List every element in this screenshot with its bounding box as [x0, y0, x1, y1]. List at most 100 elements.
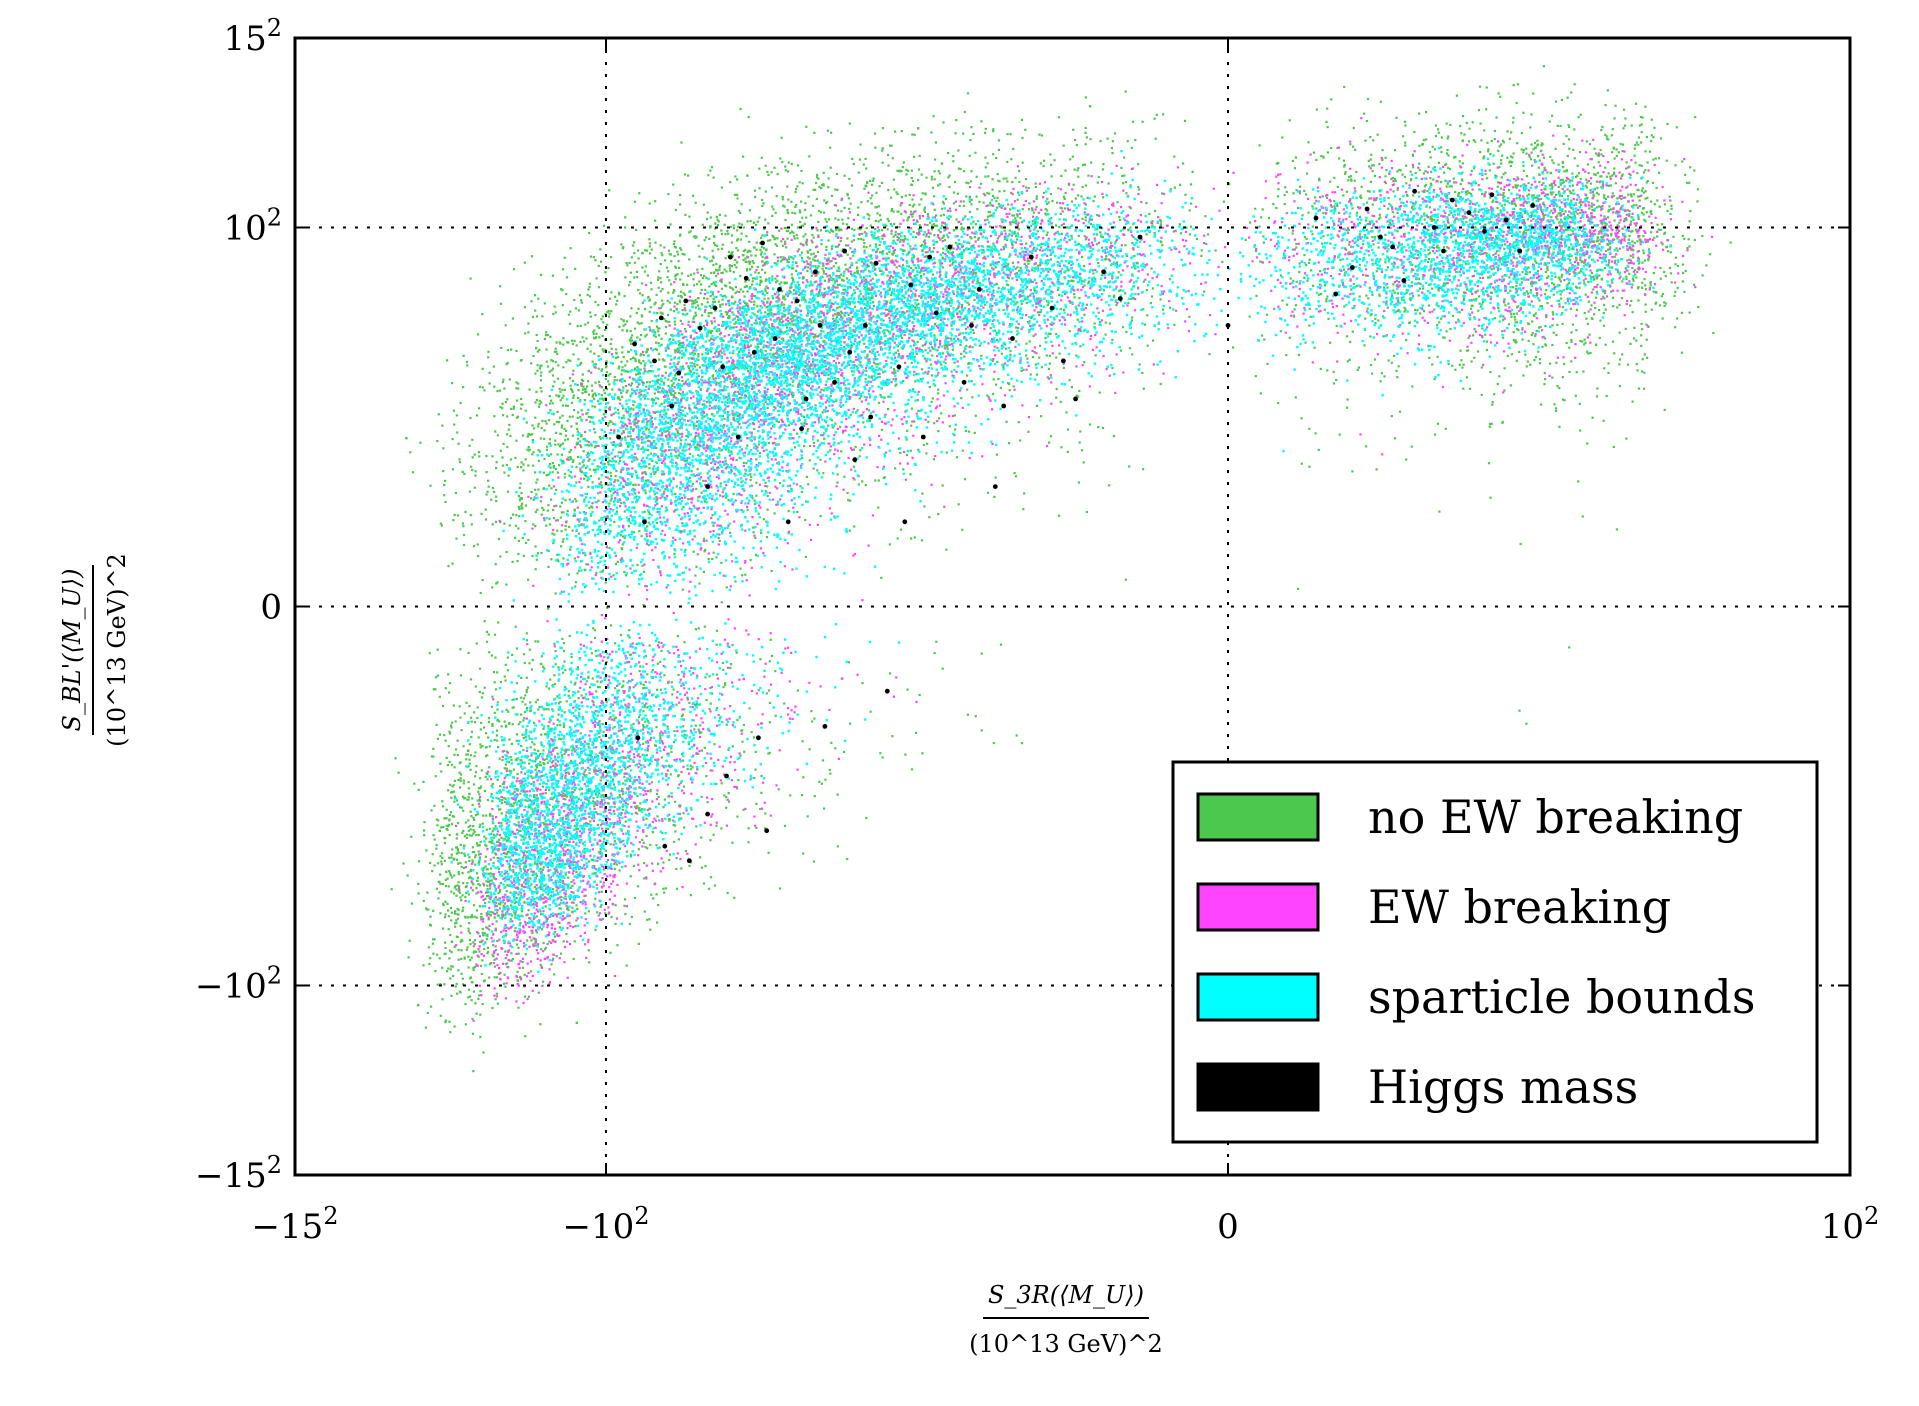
- data-point: [620, 391, 623, 394]
- data-point: [631, 244, 635, 247]
- data-point: [496, 729, 499, 732]
- data-point: [1050, 175, 1053, 178]
- data-point: [894, 371, 897, 374]
- data-point: [861, 413, 864, 417]
- data-point: [1686, 181, 1689, 184]
- data-point: [993, 495, 996, 498]
- data-point: [1025, 354, 1028, 357]
- data-point: [470, 815, 473, 818]
- data-point: [1420, 215, 1423, 218]
- data-point: [991, 194, 995, 197]
- data-point: [1568, 190, 1572, 193]
- data-point: [1015, 219, 1018, 222]
- data-point: [933, 652, 936, 655]
- data-point: [514, 916, 517, 919]
- data-point: [1557, 185, 1560, 189]
- data-point: [849, 247, 852, 250]
- data-point: [956, 291, 959, 294]
- data-point: [475, 950, 478, 953]
- data-point: [694, 724, 697, 727]
- data-point: [1384, 182, 1387, 185]
- data-point: [866, 287, 869, 290]
- data-point: [527, 322, 530, 325]
- data-point: [564, 793, 567, 796]
- data-point: [1512, 312, 1516, 316]
- data-point: [593, 629, 596, 632]
- data-point: [446, 359, 449, 362]
- data-point: [618, 365, 621, 368]
- data-point: [680, 530, 683, 533]
- data-point: [776, 305, 779, 308]
- data-point: [812, 236, 815, 239]
- data-point: [970, 380, 973, 383]
- data-point: [1026, 286, 1029, 289]
- data-point: [435, 847, 438, 850]
- data-point: [504, 324, 507, 327]
- data-point: [816, 259, 819, 262]
- data-point: [1259, 260, 1262, 263]
- data-point: [1483, 129, 1486, 132]
- data-point: [584, 554, 587, 557]
- data-point: [813, 309, 816, 312]
- data-point: [407, 956, 410, 959]
- data-point: [1006, 160, 1009, 164]
- data-point: [496, 898, 499, 901]
- data-point: [736, 787, 739, 790]
- data-point: [650, 288, 653, 291]
- data-point: [665, 773, 668, 776]
- data-point: [666, 299, 669, 302]
- data-point: [636, 805, 639, 808]
- data-point: [818, 320, 821, 323]
- data-point: [1046, 209, 1049, 212]
- data-point: [663, 891, 666, 894]
- data-point: [451, 965, 454, 968]
- data-point: [506, 884, 509, 887]
- data-point: [1544, 271, 1547, 274]
- data-point: [1555, 361, 1558, 364]
- data-point: [626, 389, 629, 392]
- data-point: [479, 1035, 482, 1039]
- data-point: [545, 708, 548, 711]
- data-point: [1358, 295, 1361, 298]
- data-point: [832, 284, 835, 287]
- data-point: [474, 771, 477, 774]
- data-point: [593, 770, 596, 773]
- data-point: [1657, 228, 1660, 231]
- data-point: [499, 302, 503, 305]
- data-point: [510, 952, 513, 955]
- data-point: [493, 633, 497, 636]
- data-point: [733, 392, 736, 395]
- data-point: [475, 765, 478, 768]
- data-point: [1116, 201, 1119, 204]
- data-point: [780, 321, 783, 324]
- data-point: [1051, 323, 1054, 327]
- data-point: [450, 911, 453, 914]
- data-point: [418, 860, 421, 863]
- data-point: [695, 314, 698, 317]
- data-point: [813, 281, 816, 284]
- data-point: [1643, 218, 1646, 221]
- data-point: [776, 349, 779, 352]
- data-point: [534, 768, 537, 771]
- data-point: [963, 110, 966, 114]
- data-point: [921, 315, 924, 318]
- data-point: [1495, 116, 1498, 119]
- data-point: [615, 351, 618, 354]
- data-point: [1516, 184, 1519, 187]
- data-point: [659, 735, 662, 738]
- data-point: [536, 835, 539, 838]
- data-point: [1544, 325, 1547, 328]
- data-point: [654, 335, 657, 338]
- data-point: [897, 237, 901, 240]
- data-point: [534, 471, 537, 474]
- data-point: [516, 713, 519, 716]
- data-point: [467, 930, 470, 933]
- data-point: [859, 361, 862, 364]
- data-point: [916, 399, 919, 402]
- data-point: [1665, 159, 1668, 162]
- data-point: [687, 498, 690, 501]
- data-point: [637, 434, 640, 438]
- data-point: [1603, 267, 1606, 270]
- data-point: [472, 545, 476, 548]
- data-point: [660, 390, 664, 393]
